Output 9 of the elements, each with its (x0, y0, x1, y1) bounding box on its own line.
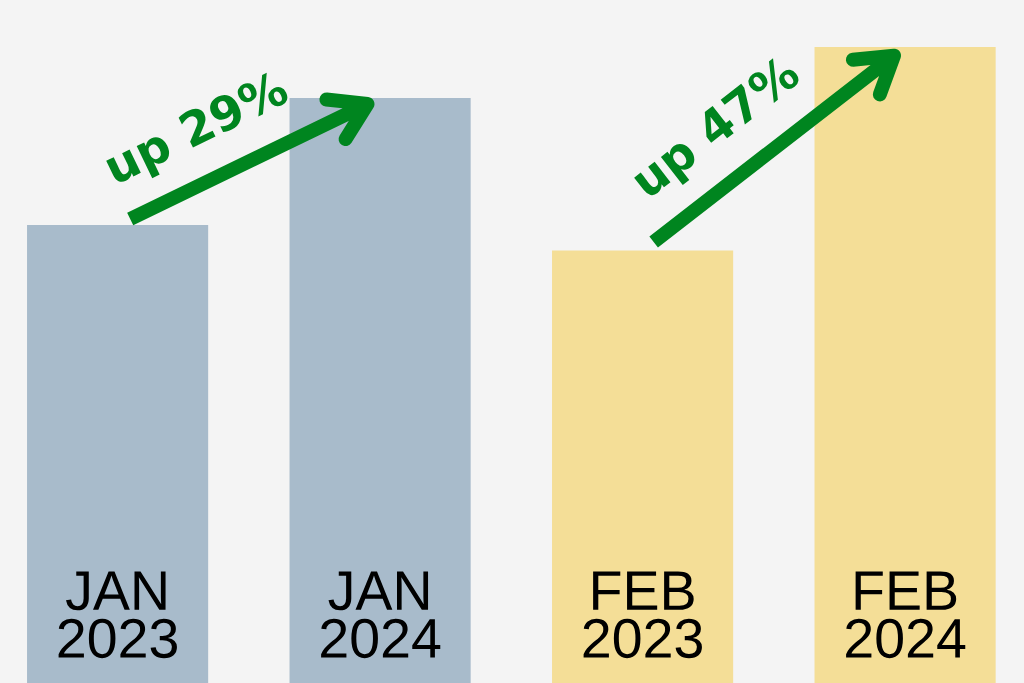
annotation: up 29% (102, 68, 295, 193)
bar (552, 250, 734, 683)
x-tick-label: FEB 2023 (583, 571, 702, 659)
x-tick-label: JAN 2024 (321, 571, 441, 659)
x-tick-label: JAN 2023 (58, 571, 177, 659)
bar (289, 97, 471, 683)
bar (814, 47, 996, 683)
bar (27, 225, 209, 683)
x-tick-label: FEB 2024 (846, 571, 966, 659)
